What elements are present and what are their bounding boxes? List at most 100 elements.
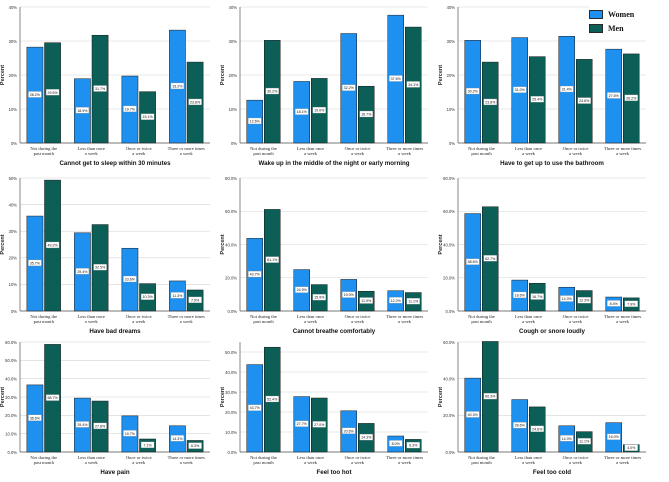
data-label-box xyxy=(560,85,574,93)
x-tick-label: Once or twice a week xyxy=(345,146,371,156)
y-tick-label: 50.0% xyxy=(225,350,237,355)
data-label: 19.7% xyxy=(125,107,136,111)
data-label: 16.0% xyxy=(609,435,620,439)
data-label-box xyxy=(624,444,638,451)
data-label: 27.0% xyxy=(314,423,325,427)
data-label-box xyxy=(248,404,262,411)
data-label-box xyxy=(483,255,497,262)
data-label: 33.2% xyxy=(172,84,183,88)
data-label-box xyxy=(513,422,527,429)
y-axis-title: Percent xyxy=(438,234,444,254)
data-label-box xyxy=(342,84,356,91)
data-label-box xyxy=(45,89,60,96)
x-tick-label: Once or twice a week xyxy=(126,146,152,156)
data-label-box xyxy=(560,435,574,442)
y-tick-label: 0% xyxy=(11,141,17,146)
y-tick-label: 30.0% xyxy=(5,395,17,400)
data-label: 35.7% xyxy=(30,261,41,265)
data-label-box xyxy=(188,98,202,106)
data-label: 40.3% xyxy=(468,413,479,417)
x-tick-label: Three or more times a week xyxy=(604,455,642,465)
y-tick-label: 10.0% xyxy=(225,430,237,435)
data-label-box xyxy=(295,286,309,293)
chart-panel: 0.0% 20.0% 40.0% 60.0% 80.0% Percent 58.6% 62.7… xyxy=(438,176,646,335)
data-label: 16.7% xyxy=(532,295,543,299)
x-tick-label: Not during the past month xyxy=(250,314,277,324)
data-label: 23.6% xyxy=(125,278,136,282)
data-label-box xyxy=(389,440,403,447)
y-tick-label: 20.0% xyxy=(225,410,237,415)
x-tick-label: Less than once a week xyxy=(297,314,324,324)
data-label-box xyxy=(312,421,326,428)
data-label-box xyxy=(170,82,185,90)
x-tick-label: Once or twice a week xyxy=(345,455,371,465)
y-tick-label: 40.0% xyxy=(443,376,455,381)
data-label-box xyxy=(312,106,326,114)
data-label-box xyxy=(513,86,527,93)
y-tick-label: 0.0% xyxy=(445,450,455,455)
data-label: 8.0% xyxy=(392,442,401,446)
data-label-box xyxy=(295,108,309,115)
y-tick-label: 10% xyxy=(229,107,238,112)
x-tick-label: Three or more times a week xyxy=(168,314,206,324)
data-label-box xyxy=(607,300,621,307)
data-label: 62.7% xyxy=(485,257,496,261)
y-axis-title: Percent xyxy=(438,65,444,85)
x-tick-label: Less than once a week xyxy=(297,455,324,465)
data-label: 23.8% xyxy=(485,100,496,104)
data-label: 11.1% xyxy=(579,440,590,444)
y-tick-label: 30% xyxy=(9,229,18,234)
data-label: 49.2% xyxy=(47,243,58,247)
y-tick-label: 30.0% xyxy=(225,390,237,395)
data-label-box xyxy=(359,110,373,118)
y-tick-label: 20.0% xyxy=(5,413,17,418)
data-label: 16.7% xyxy=(361,113,372,117)
x-tick-label: Less than once a week xyxy=(78,314,105,324)
chart-panel: 0.0% 20.0% 40.0% 60.0% 80.0% Percent 43.7% 61.1… xyxy=(220,176,428,335)
data-label: 11.9% xyxy=(361,299,372,303)
data-label: 24.6% xyxy=(579,99,590,103)
data-label: 29.4% xyxy=(77,270,88,274)
data-label-box xyxy=(624,94,638,102)
data-label: 31.4% xyxy=(562,88,573,92)
x-tick-label: Less than once a week xyxy=(515,455,542,465)
data-label-box xyxy=(577,297,591,304)
data-label: 31.7% xyxy=(95,87,106,91)
data-label: 7.1% xyxy=(143,443,152,447)
data-label-box xyxy=(265,395,279,403)
y-tick-label: 20% xyxy=(9,73,18,78)
x-tick-label: Three or more times a week xyxy=(386,146,424,156)
data-label-box xyxy=(607,92,621,99)
data-label-box xyxy=(265,256,279,263)
data-label-box xyxy=(406,441,420,449)
y-tick-label: 20% xyxy=(447,73,456,78)
data-label: 52.4% xyxy=(267,398,278,402)
data-label: 6.3% xyxy=(191,444,200,448)
y-axis-title: Percent xyxy=(0,387,6,407)
y-tick-label: 60.0% xyxy=(443,209,455,214)
data-label: 19.0% xyxy=(344,293,355,297)
x-tick-label: Less than once a week xyxy=(515,314,542,324)
y-tick-label: 30% xyxy=(229,39,238,44)
y-tick-label: 0.0% xyxy=(227,450,237,455)
y-tick-label: 0.0% xyxy=(227,309,237,314)
data-label-box xyxy=(93,264,107,271)
y-tick-label: 50.0% xyxy=(5,358,17,363)
data-label: 6.3% xyxy=(409,444,418,448)
legend-item-men: Men xyxy=(589,22,624,34)
data-label: 37.6% xyxy=(391,77,402,81)
y-tick-label: 10% xyxy=(9,282,18,287)
data-label-box xyxy=(140,113,155,120)
data-label: 15.9% xyxy=(314,296,325,300)
data-label: 11.1% xyxy=(408,300,419,304)
chart-title: Have bad dreams xyxy=(89,328,141,335)
data-label: 36.6% xyxy=(30,416,41,420)
x-tick-label: Less than once a week xyxy=(297,146,324,156)
data-label-box xyxy=(170,435,185,442)
chart-title: Have to get up to use the bathroom xyxy=(500,160,604,167)
data-label-box xyxy=(513,291,527,299)
y-tick-label: 60.0% xyxy=(443,340,455,345)
data-label: 14.3% xyxy=(562,297,573,301)
y-tick-label: 40% xyxy=(229,5,238,10)
x-tick-label: Once or twice a week xyxy=(345,314,371,324)
